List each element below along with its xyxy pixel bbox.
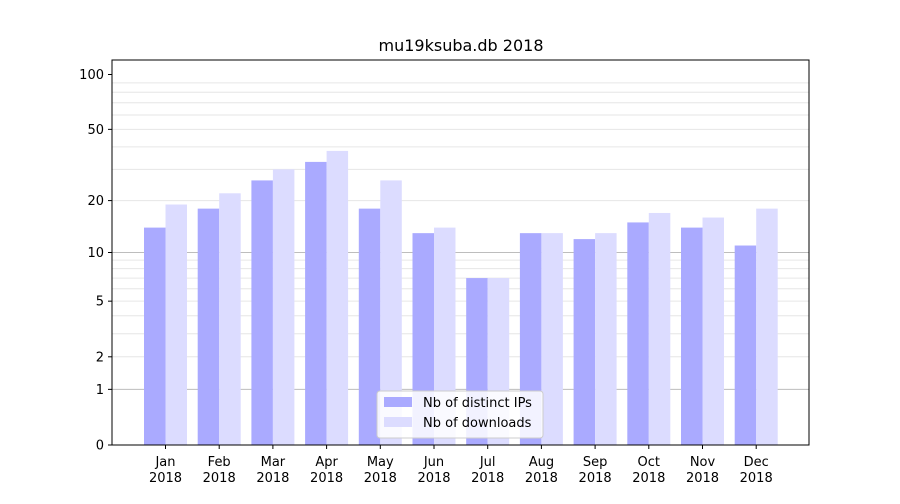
x-tick-label-month: Aug xyxy=(529,455,554,470)
bar-distinct-ips xyxy=(251,180,273,446)
x-tick-label-month: Oct xyxy=(638,455,660,470)
bar-downloads xyxy=(595,233,617,445)
bar-downloads xyxy=(165,204,187,445)
x-tick-label-year: 2018 xyxy=(632,471,665,486)
x-tick-label-month: Jun xyxy=(423,455,444,470)
chart-title: mu19ksuba.db 2018 xyxy=(379,36,544,55)
bar-distinct-ips xyxy=(358,208,381,445)
y-tick-label: 50 xyxy=(87,123,104,138)
bar-distinct-ips xyxy=(734,245,757,445)
bars xyxy=(144,150,778,446)
x-tick-label-year: 2018 xyxy=(579,471,612,486)
bar-downloads xyxy=(648,212,671,445)
y-tick-label: 5 xyxy=(96,295,104,310)
bar-downloads xyxy=(541,233,563,445)
x-tick-label-year: 2018 xyxy=(310,471,343,486)
x-tick-label-month: May xyxy=(367,455,394,470)
legend-box xyxy=(376,390,544,439)
bar-distinct-ips xyxy=(627,222,649,445)
x-tick-label-month: Jul xyxy=(479,455,496,470)
x-axis: Jan2018Feb2018Mar2018Apr2018May2018Jun20… xyxy=(149,445,773,486)
legend-label: Nb of distinct IPs xyxy=(423,396,532,411)
bar-downloads xyxy=(702,217,724,445)
y-tick-label: 100 xyxy=(79,68,104,83)
x-tick-label-year: 2018 xyxy=(686,471,719,486)
legend-swatch xyxy=(384,417,412,427)
x-tick-label-month: Dec xyxy=(744,455,769,470)
bar-distinct-ips xyxy=(681,227,703,445)
x-tick-label-year: 2018 xyxy=(364,471,397,486)
x-tick-label-month: Feb xyxy=(208,455,231,470)
x-tick-label-year: 2018 xyxy=(149,471,182,486)
legend-label: Nb of downloads xyxy=(423,416,532,431)
y-tick-label: 2 xyxy=(96,350,104,365)
x-tick-label-month: Mar xyxy=(261,455,286,470)
bar-downloads xyxy=(380,180,402,446)
bar-downloads xyxy=(756,208,778,445)
x-tick-label-year: 2018 xyxy=(471,471,504,486)
bar-downloads xyxy=(219,193,241,445)
x-tick-label-month: Sep xyxy=(583,455,608,470)
y-tick-label: 20 xyxy=(87,194,104,209)
x-tick-label-year: 2018 xyxy=(256,471,289,486)
bar-distinct-ips xyxy=(144,227,166,445)
bar-downloads xyxy=(272,169,295,445)
y-tick-label: 1 xyxy=(96,383,104,398)
y-axis: 0 1 2 5 10 20 50 100 xyxy=(79,68,112,454)
x-tick-label-year: 2018 xyxy=(417,471,450,486)
legend-swatch xyxy=(384,397,412,407)
y-tick-label: 10 xyxy=(87,246,104,261)
bar-distinct-ips xyxy=(305,161,327,445)
y-tick-label: 0 xyxy=(96,439,104,454)
x-tick-label-month: Apr xyxy=(315,455,338,470)
x-tick-label-year: 2018 xyxy=(525,471,558,486)
bar-distinct-ips xyxy=(573,239,596,445)
x-tick-label-month: Jan xyxy=(154,455,175,470)
bar-distinct-ips xyxy=(197,208,220,445)
legend: Nb of distinct IPs Nb of downloads xyxy=(376,390,544,439)
x-tick-label-month: Nov xyxy=(690,455,716,470)
x-tick-label-year: 2018 xyxy=(203,471,236,486)
bar-downloads xyxy=(326,150,349,445)
x-tick-label-year: 2018 xyxy=(740,471,773,486)
